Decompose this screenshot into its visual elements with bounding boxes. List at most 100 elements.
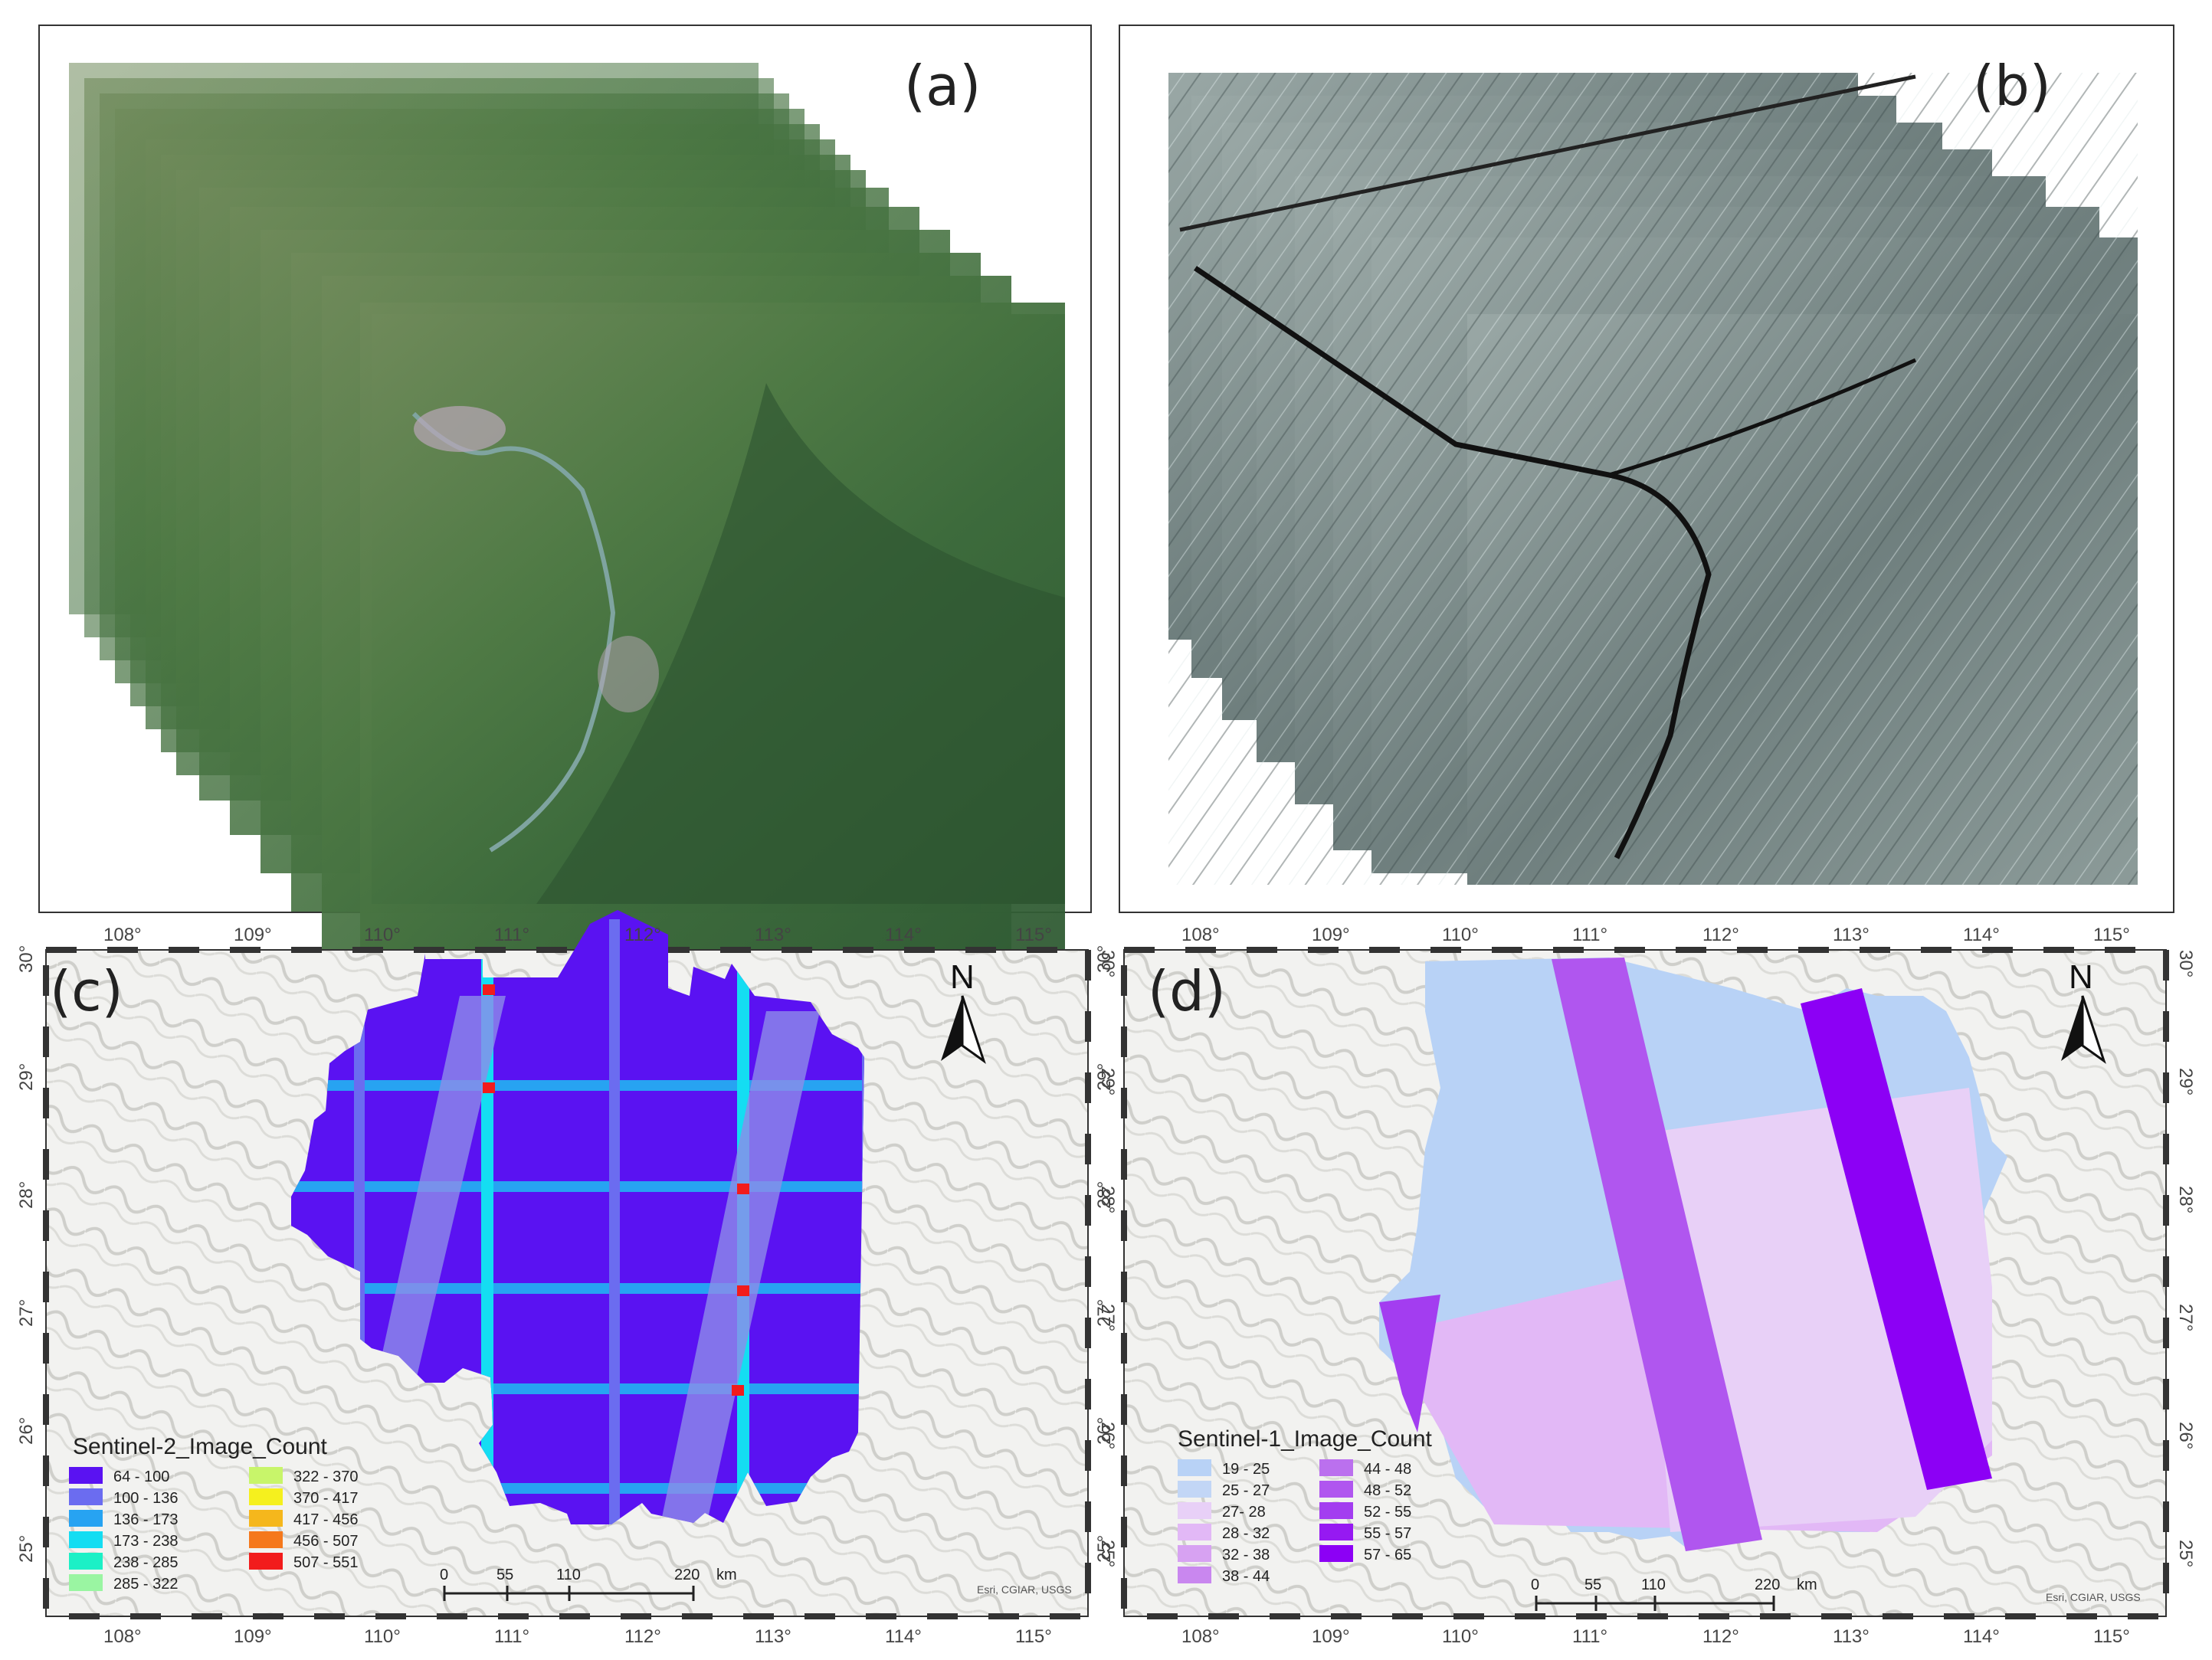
lon-tick-top-d-6: 114° <box>1963 925 2000 945</box>
legend-swatch-d-1 <box>1178 1481 1211 1498</box>
svg-text:N: N <box>2069 958 2093 996</box>
scale-label-c-3: 220 <box>674 1567 700 1583</box>
lat-tick-right-d-1: 29° <box>2175 1068 2196 1095</box>
lon-tick-top-c-6: 114° <box>885 925 922 945</box>
scale-bar-c: 0 55 110 220 km <box>440 1567 737 1601</box>
legend-label-d-4: 32 - 38 <box>1222 1547 1270 1563</box>
scale-label-d-0: 0 <box>1531 1577 1539 1593</box>
lat-tick-right-c-4: 26° <box>1097 1422 1118 1449</box>
sar-image-stack <box>1168 73 2138 885</box>
legend-swatch-c-1 <box>69 1488 103 1505</box>
lat-tick-left-c-1: 29° <box>16 1063 37 1091</box>
lon-tick-bottom-d-7: 115° <box>2093 1626 2130 1647</box>
legend-swatch-d-9 <box>1319 1524 1353 1540</box>
lon-tick-top-c-7: 115° <box>1015 925 1052 945</box>
legend-label-d-5: 38 - 44 <box>1222 1568 1270 1585</box>
lon-tick-top-d-4: 112° <box>1702 925 1739 945</box>
svg-text:Sentinel-1_Image_Count: Sentinel-1_Image_Count <box>1178 1426 1433 1452</box>
lat-tick-left-c-3: 27° <box>16 1299 37 1327</box>
legend-label-c-8: 417 - 456 <box>293 1511 359 1528</box>
legend-label-c-2: 136 - 173 <box>113 1511 179 1528</box>
lon-tick-top-d-7: 115° <box>2093 925 2130 945</box>
lat-tick-right-d-0: 30° <box>2175 950 2196 977</box>
credit-c: Esri, CGIAR, USGS <box>977 1583 1072 1596</box>
legend-swatch-d-0 <box>1178 1459 1211 1476</box>
lat-tick-left-c-0: 30° <box>16 945 37 973</box>
legend-label-d-3: 28 - 32 <box>1222 1525 1270 1542</box>
legend-label-d-1: 25 - 27 <box>1222 1482 1270 1499</box>
scale-bar-d: 0 55 110 220 km <box>1531 1577 1817 1611</box>
legend-label-c-0: 64 - 100 <box>113 1468 169 1485</box>
lon-tick-bottom-d-5: 113° <box>1833 1626 1870 1647</box>
lon-tick-top-d-2: 110° <box>1442 925 1479 945</box>
lat-tick-left-c-2: 28° <box>16 1181 37 1209</box>
lat-tick-left-d-0: 30° <box>1094 945 1115 973</box>
lat-tick-right-d-3: 27° <box>2175 1304 2196 1331</box>
legend-swatch-c-8 <box>249 1510 283 1527</box>
scale-label-c-0: 0 <box>440 1567 448 1583</box>
legend-label-c-4: 238 - 285 <box>113 1554 179 1571</box>
legend-swatch-c-0 <box>69 1467 103 1484</box>
legend-swatch-d-10 <box>1319 1545 1353 1562</box>
lon-tick-bottom-d-1: 109° <box>1312 1626 1350 1647</box>
legend-swatch-d-4 <box>1178 1545 1211 1562</box>
lon-tick-top-c-1: 109° <box>234 925 272 945</box>
lon-tick-bottom-c-7: 115° <box>1015 1626 1052 1647</box>
legend-swatch-c-9 <box>249 1531 283 1548</box>
lon-tick-bottom-d-4: 112° <box>1702 1626 1739 1647</box>
lon-tick-top-c-5: 113° <box>755 925 791 945</box>
legend-label-c-9: 456 - 507 <box>293 1533 359 1550</box>
lon-tick-bottom-d-2: 110° <box>1442 1626 1479 1647</box>
panel-label-a: (a) <box>904 54 981 118</box>
legend-label-d-0: 19 - 25 <box>1222 1461 1270 1478</box>
svg-text:N: N <box>950 958 975 996</box>
legend-label-c-3: 173 - 238 <box>113 1533 179 1550</box>
lat-tick-right-c-5: 25° <box>1097 1540 1118 1567</box>
lon-tick-top-d-5: 113° <box>1833 925 1870 945</box>
legend-swatch-d-2 <box>1178 1502 1211 1519</box>
scale-unit-c: km <box>716 1567 737 1583</box>
scale-label-d-2: 110 <box>1641 1577 1666 1593</box>
lon-tick-bottom-c-2: 110° <box>364 1626 401 1647</box>
panel-label-c: (c) <box>50 959 123 1023</box>
legend-label-d-9: 55 - 57 <box>1364 1525 1411 1542</box>
lat-tick-right-c-3: 27° <box>1097 1304 1118 1331</box>
north-arrow-c: N <box>941 958 986 1064</box>
lat-tick-right-c-0: 30° <box>1097 950 1118 977</box>
lon-tick-bottom-c-1: 109° <box>234 1626 272 1647</box>
legend-label-c-7: 370 - 417 <box>293 1490 359 1507</box>
lon-tick-bottom-c-4: 112° <box>624 1626 661 1647</box>
legend-label-d-6: 44 - 48 <box>1364 1461 1411 1478</box>
legend-swatch-c-7 <box>249 1488 283 1505</box>
lat-tick-right-c-2: 28° <box>1097 1186 1118 1213</box>
lon-tick-top-c-2: 110° <box>364 925 401 945</box>
lat-tick-left-c-5: 25° <box>16 1535 37 1563</box>
legend-label-d-7: 48 - 52 <box>1364 1482 1411 1499</box>
lat-tick-left-d-3: 27° <box>1094 1299 1115 1327</box>
lon-tick-top-c-4: 112° <box>624 925 661 945</box>
lon-tick-top-d-3: 111° <box>1572 925 1607 945</box>
map-c: N Sentinel-2_Image_Count 64 - 100 100 - 1… <box>16 910 1118 1647</box>
legend-label-c-6: 322 - 370 <box>293 1468 359 1485</box>
scale-label-c-2: 110 <box>556 1567 581 1583</box>
legend-label-c-5: 285 - 322 <box>113 1576 179 1593</box>
scale-label-c-1: 55 <box>496 1567 513 1583</box>
scale-unit-d: km <box>1797 1577 1817 1593</box>
lat-tick-right-d-5: 25° <box>2175 1540 2196 1567</box>
lon-tick-bottom-c-0: 108° <box>103 1626 142 1647</box>
panel-label-d: (d) <box>1148 959 1226 1023</box>
lat-tick-right-d-2: 28° <box>2175 1186 2196 1213</box>
lat-tick-left-d-1: 29° <box>1094 1063 1115 1091</box>
lon-tick-bottom-c-6: 114° <box>885 1626 922 1647</box>
lon-tick-bottom-d-3: 111° <box>1572 1626 1607 1647</box>
legend-swatch-c-4 <box>69 1553 103 1570</box>
legend-c: Sentinel-2_Image_Count 64 - 100 100 - 136… <box>69 1434 359 1593</box>
credit-d: Esri, CGIAR, USGS <box>2046 1591 2141 1603</box>
lon-tick-bottom-c-3: 111° <box>494 1626 529 1647</box>
lat-tick-left-d-4: 26° <box>1094 1417 1115 1445</box>
legend-swatch-d-5 <box>1178 1567 1211 1583</box>
legend-swatch-c-3 <box>69 1531 103 1548</box>
panel-label-b: (b) <box>1973 54 2051 118</box>
lon-tick-top-d-0: 108° <box>1181 925 1220 945</box>
